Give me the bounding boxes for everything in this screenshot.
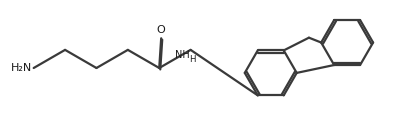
Text: NH: NH	[175, 50, 190, 60]
Text: H₂N: H₂N	[10, 63, 32, 73]
Text: H: H	[189, 55, 195, 64]
Text: O: O	[157, 25, 165, 35]
